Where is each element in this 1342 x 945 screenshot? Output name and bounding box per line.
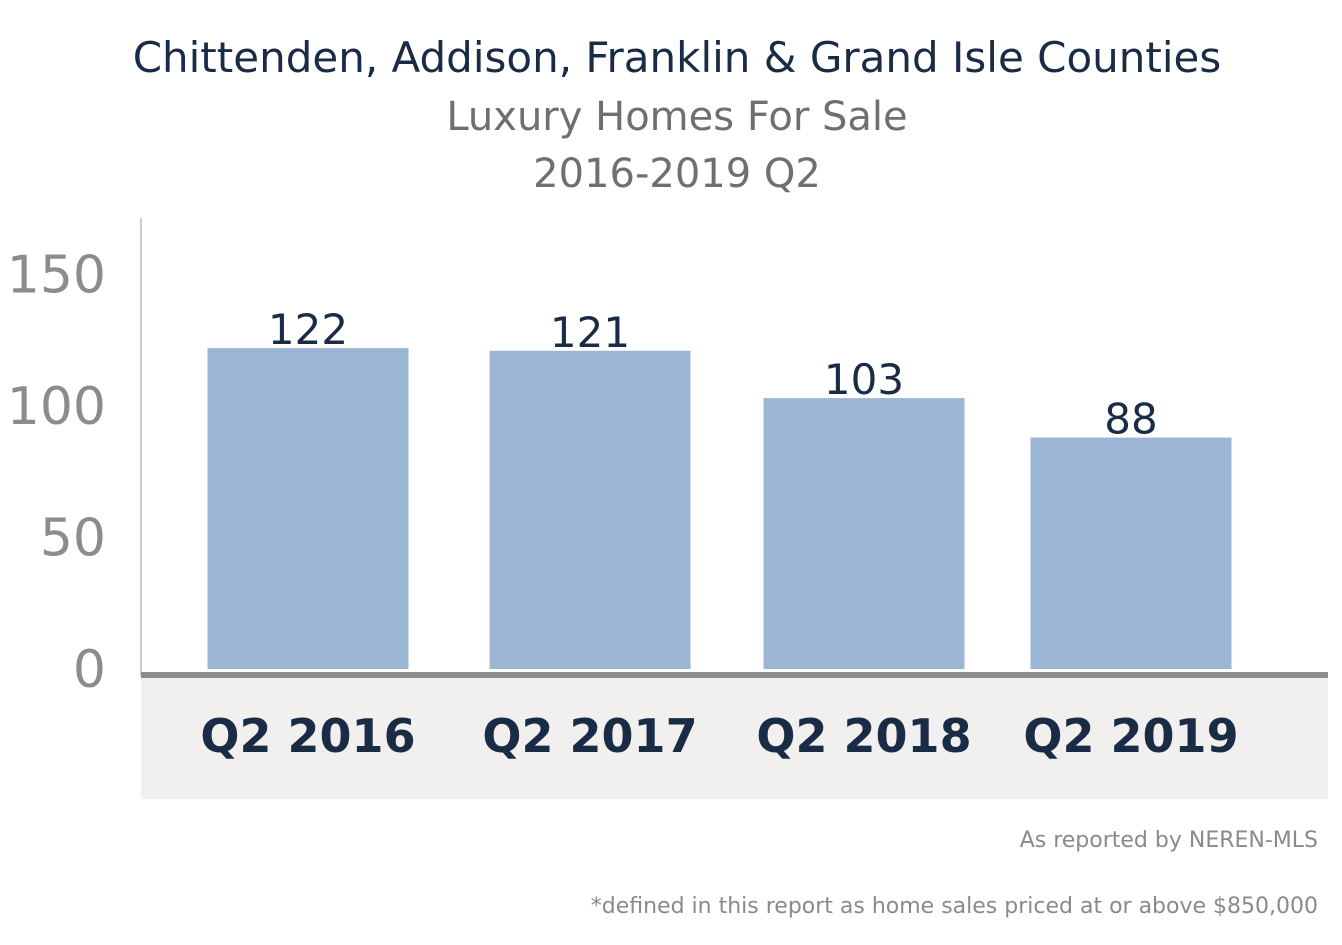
bars-layer xyxy=(207,348,1232,669)
data-label-q2-2016: 122 xyxy=(268,305,348,354)
y-tick-label-50: 50 xyxy=(40,509,106,569)
bar-q2-2017 xyxy=(489,350,691,669)
chart-subtitle-line-1: Luxury Homes For Sale xyxy=(446,94,907,140)
x-axis-band xyxy=(141,676,1328,799)
definition-note: *defined in this report as home sales pr… xyxy=(591,894,1318,919)
y-tick-label-0: 0 xyxy=(73,640,106,700)
data-label-q2-2018: 103 xyxy=(824,355,904,404)
data-labels-layer: 122 121 103 88 xyxy=(268,305,1158,443)
y-tick-label-150: 150 xyxy=(7,246,106,306)
bar-q2-2018 xyxy=(763,398,965,669)
chart-subtitle-line-2: 2016-2019 Q2 xyxy=(533,151,821,197)
data-label-q2-2019: 88 xyxy=(1104,395,1157,444)
x-tick-label-q2-2016: Q2 2016 xyxy=(200,709,415,763)
y-axis-ticks: 0 50 100 150 xyxy=(7,246,106,701)
data-label-q2-2017: 121 xyxy=(550,308,630,357)
x-tick-label-q2-2018: Q2 2018 xyxy=(756,709,971,763)
source-note: As reported by NEREN-MLS xyxy=(1020,828,1318,853)
bar-q2-2019 xyxy=(1030,437,1232,669)
x-axis-ticks: Q2 2016 Q2 2017 Q2 2018 Q2 2019 xyxy=(200,709,1238,763)
bar-q2-2016 xyxy=(207,348,409,669)
chart-title: Chittenden, Addison, Franklin & Grand Is… xyxy=(133,33,1222,82)
y-tick-label-100: 100 xyxy=(7,377,106,437)
x-tick-label-q2-2019: Q2 2019 xyxy=(1023,709,1238,763)
x-tick-label-q2-2017: Q2 2017 xyxy=(482,709,697,763)
